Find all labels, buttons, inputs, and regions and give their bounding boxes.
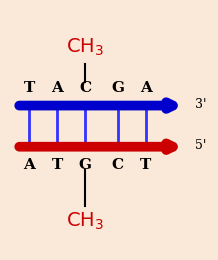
Text: T: T <box>24 81 35 95</box>
Text: 5': 5' <box>195 139 206 152</box>
Text: T: T <box>52 158 63 172</box>
Text: G: G <box>79 158 92 172</box>
Text: A: A <box>51 81 63 95</box>
Text: A: A <box>140 81 152 95</box>
Text: C: C <box>112 158 124 172</box>
Text: T: T <box>140 158 151 172</box>
Text: A: A <box>23 158 35 172</box>
Text: $\mathrm{CH_3}$: $\mathrm{CH_3}$ <box>66 211 104 232</box>
Text: $\mathrm{CH_3}$: $\mathrm{CH_3}$ <box>66 37 104 58</box>
Text: G: G <box>111 81 124 95</box>
Text: 3': 3' <box>195 98 207 111</box>
Text: C: C <box>79 81 91 95</box>
